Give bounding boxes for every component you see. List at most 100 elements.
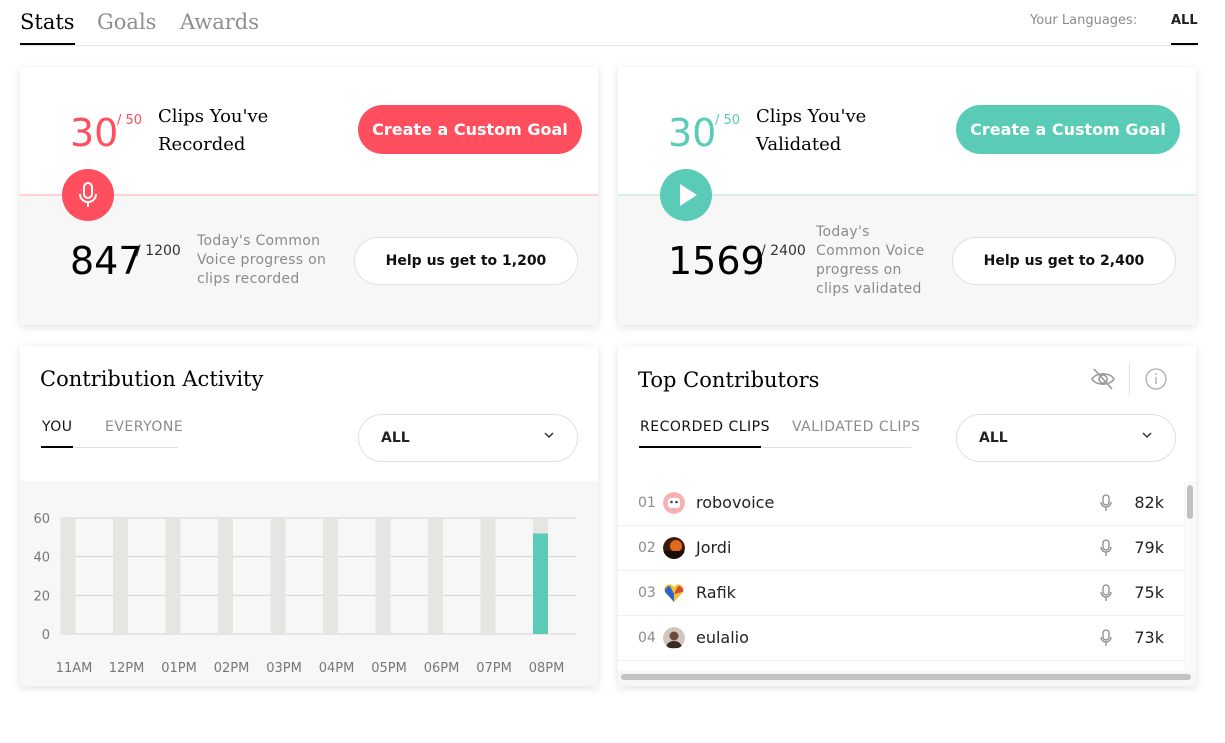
x-tick-label: 02PM [214,661,250,676]
vertical-scrollbar-thumb[interactable] [1187,485,1193,519]
create-custom-goal-button[interactable]: Create a Custom Goal [956,105,1180,154]
x-tick-label: 12PM [109,661,145,676]
contribution-chart-area: 0 20 40 60 11AM 12PM 01PM 02PM 03PM 04PM 05PM 06PM 0… [20,481,598,686]
bar-background [165,518,181,634]
bar [533,533,548,634]
username: Rafik [696,583,736,602]
x-tick-label: 04PM [319,661,355,676]
activity-dropdown-value: ALL [381,430,410,446]
clip-count: 73k [1134,628,1164,647]
leaderboard-panel: 01 robovoice 82k 02 Jordi 79k 03 [618,481,1196,686]
help-reach-goal-button[interactable]: Help us get to 2,400 [952,237,1176,285]
validated-goal-card: 30 / 50 Clips You've Validated Create a … [618,67,1196,325]
validated-divider [618,194,1196,196]
x-tick-label: 08PM [529,661,565,676]
activity-tab-active-indicator [41,446,73,448]
validated-progress-value: 1569 [668,239,765,283]
recorded-goal-title: Clips You've Recorded [158,106,269,155]
recorded-progress-description: Today's Common Voice progress on clips r… [197,233,327,287]
recorded-progress-target: / 1200 [136,243,181,259]
contribution-activity-title: Contribution Activity [40,367,264,391]
bar-background [323,518,338,634]
clip-count: 82k [1134,493,1164,512]
clip-count: 79k [1134,538,1164,557]
microphone-icon [1100,629,1112,646]
bar-background [270,518,286,634]
microphone-icon [62,169,114,221]
validated-progress-target: / 2400 [761,243,806,259]
validated-progress-description: Today's Common Voice progress on clips v… [816,224,925,297]
help-reach-goal-button[interactable]: Help us get to 1,200 [354,237,578,285]
languages-label: Your Languages: [1030,13,1138,28]
bar-background [218,518,233,634]
tab-you[interactable]: YOU [42,419,73,435]
microphone-icon [1100,584,1112,601]
y-tick-label: 20 [33,589,50,604]
bar-background [428,518,443,634]
tab-goals[interactable]: Goals [97,10,157,34]
x-tick-label: 07PM [476,661,512,676]
contributors-tab-underline [639,447,911,448]
recorded-goal-value: 30 [70,111,119,155]
robot-avatar [663,492,685,514]
tab-everyone[interactable]: EVERYONE [105,419,184,435]
x-tick-label: 05PM [371,661,407,676]
activity-tab-underline [41,447,178,448]
x-tick-label: 11AM [56,661,93,676]
microphone-icon [1100,494,1112,511]
recorded-goal-target: / 50 [117,113,143,128]
leaderboard-list: 01 robovoice 82k 02 Jordi 79k 03 [618,481,1184,671]
recorded-divider [20,194,598,196]
sunset-avatar [663,537,685,559]
horizontal-scrollbar-thumb[interactable] [621,674,1191,680]
microphone-icon [1100,539,1112,556]
tab-stats[interactable]: Stats [20,10,75,45]
leaderboard-row[interactable]: 01 robovoice 82k [618,481,1184,527]
person-avatar [663,627,685,649]
eye-off-icon[interactable] [1090,366,1116,392]
tab-awards[interactable]: Awards [180,10,259,34]
bar-background [375,518,391,634]
contribution-chart: 0 20 40 60 11AM 12PM 01PM 02PM 03PM 04PM 05PM 06PM 0… [33,512,576,676]
y-tick-label: 0 [42,628,50,643]
x-tick-label: 06PM [424,661,460,676]
rank: 04 [638,630,656,646]
x-tick-label: 01PM [161,661,197,676]
leaderboard-row[interactable] [618,661,1184,671]
validated-goal-target: / 50 [715,113,741,128]
validated-goal-value: 30 [668,111,717,155]
username: robovoice [696,493,775,512]
rank: 01 [638,495,656,511]
leaderboard-row[interactable]: 04 eulalio 73k [618,616,1184,662]
y-tick-label: 40 [33,551,50,566]
chevron-down-icon [1142,432,1152,439]
username: Jordi [696,538,732,557]
clip-count: 75k [1134,583,1164,602]
horizontal-scrollbar[interactable] [618,672,1196,682]
recorded-progress-value: 847 [70,239,143,283]
y-tick-label: 60 [33,512,50,527]
bar-background [60,518,76,634]
create-custom-goal-button[interactable]: Create a Custom Goal [358,105,582,154]
bar-background [113,518,128,634]
icon-separator [1129,363,1130,395]
x-tick-label: 03PM [266,661,302,676]
contribution-activity-card: Contribution Activity YOU EVERYONE ALL 0… [20,346,598,686]
vertical-scrollbar[interactable] [1185,481,1196,671]
language-filter-all[interactable]: ALL [1171,13,1198,45]
contributors-tab-active-indicator [639,446,761,448]
recorded-goal-card: 30 / 50 Clips You've Recorded Create a C… [20,67,598,325]
tab-recorded-clips[interactable]: RECORDED CLIPS [640,419,770,435]
info-icon[interactable] [1144,367,1168,391]
tab-validated-clips[interactable]: VALIDATED CLIPS [792,419,921,435]
validated-goal-title: Clips You've Validated [756,106,867,155]
top-contributors-title: Top Contributors [638,368,820,392]
activity-language-dropdown[interactable]: ALL [358,414,578,462]
leaderboard-row[interactable]: 02 Jordi 79k [618,526,1184,572]
rank: 02 [638,540,656,556]
top-contributors-card: Top Contributors RECORDED CLIPS VALIDATE… [618,346,1196,686]
bar-background [480,518,496,634]
stats-tab-bar: Stats Goals Awards Your Languages: ALL [20,0,1198,46]
leaderboard-row[interactable]: 03 Rafik 75k [618,571,1184,617]
contributors-language-dropdown[interactable]: ALL [956,414,1176,462]
